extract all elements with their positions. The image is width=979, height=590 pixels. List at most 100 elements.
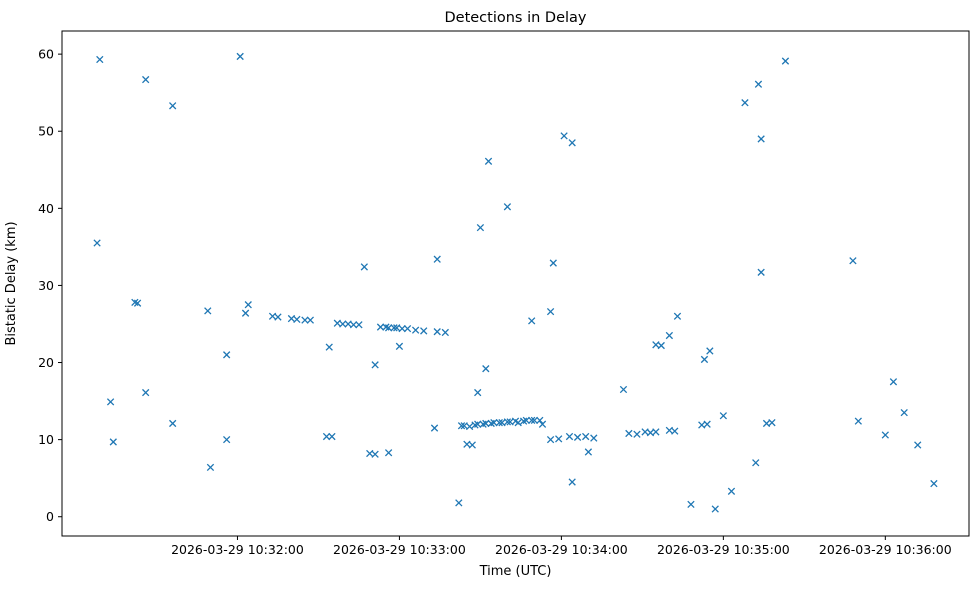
data-point-marker bbox=[301, 316, 309, 324]
data-point-marker bbox=[328, 432, 336, 441]
data-point-marker bbox=[306, 316, 315, 324]
data-point-marker bbox=[495, 419, 503, 427]
x-tick-label: 2026-03-29 10:35:00 bbox=[657, 542, 790, 557]
data-point-marker bbox=[719, 412, 728, 420]
data-point-marker bbox=[657, 341, 665, 350]
y-tick-label: 30 bbox=[38, 278, 54, 293]
data-point-marker bbox=[169, 102, 177, 110]
data-point-marker bbox=[433, 328, 441, 336]
data-point-marker bbox=[503, 418, 512, 426]
data-point-marker bbox=[528, 416, 536, 425]
data-point-marker bbox=[325, 343, 333, 351]
data-point-marker bbox=[503, 203, 512, 211]
data-point-marker bbox=[522, 416, 530, 425]
data-point-marker bbox=[768, 419, 776, 427]
data-point-marker bbox=[482, 419, 490, 428]
data-point-marker bbox=[849, 257, 857, 265]
x-tick-label: 2026-03-29 10:34:00 bbox=[495, 542, 628, 557]
data-point-marker bbox=[142, 75, 150, 84]
data-point-marker bbox=[206, 463, 215, 472]
data-point-marker bbox=[914, 441, 922, 449]
y-tick-label: 50 bbox=[38, 124, 54, 139]
x-tick-label: 2026-03-29 10:32:00 bbox=[171, 542, 304, 557]
data-point-marker bbox=[536, 416, 544, 425]
y-axis-label: Bistatic Delay (km) bbox=[4, 221, 19, 345]
data-point-marker bbox=[441, 328, 449, 337]
data-point-marker bbox=[754, 80, 763, 88]
data-point-marker bbox=[465, 422, 474, 431]
x-axis-label: Time (UTC) bbox=[479, 564, 552, 579]
data-point-marker bbox=[555, 435, 563, 443]
data-point-marker bbox=[900, 408, 908, 417]
x-tick-label: 2026-03-29 10:36:00 bbox=[819, 542, 952, 557]
data-point-marker bbox=[96, 55, 104, 64]
data-point-marker bbox=[546, 435, 555, 444]
y-tick-label: 10 bbox=[38, 432, 54, 447]
data-point-marker bbox=[430, 424, 439, 432]
data-point-marker bbox=[665, 331, 674, 340]
data-point-marker bbox=[411, 326, 420, 334]
axes-spines bbox=[61, 30, 970, 537]
data-point-marker bbox=[223, 435, 231, 444]
data-point-marker bbox=[371, 361, 379, 369]
data-point-marker bbox=[133, 299, 142, 307]
data-point-marker bbox=[142, 388, 150, 397]
data-point-marker bbox=[633, 430, 641, 438]
data-point-marker bbox=[293, 315, 301, 324]
data-point-marker bbox=[711, 505, 719, 513]
data-point-marker bbox=[781, 57, 790, 65]
data-point-marker bbox=[109, 438, 117, 446]
data-point-marker bbox=[706, 347, 714, 355]
axes-background bbox=[62, 31, 969, 536]
data-point-marker bbox=[568, 139, 576, 147]
data-point-marker bbox=[468, 441, 476, 449]
data-point-marker bbox=[930, 479, 938, 488]
data-point-marker bbox=[223, 351, 231, 359]
data-point-marker bbox=[652, 428, 660, 436]
data-point-marker bbox=[476, 223, 485, 232]
data-point-marker bbox=[360, 263, 368, 271]
data-point-marker bbox=[241, 309, 250, 317]
data-point-marker bbox=[395, 342, 404, 350]
data-point-marker bbox=[671, 427, 679, 435]
data-point-marker bbox=[236, 52, 244, 61]
data-point-marker bbox=[339, 320, 347, 328]
data-point-marker bbox=[573, 433, 582, 441]
data-point-marker bbox=[457, 422, 466, 430]
data-point-marker bbox=[854, 417, 862, 425]
data-point-marker bbox=[673, 312, 682, 320]
data-point-marker bbox=[700, 355, 709, 364]
data-point-marker bbox=[549, 259, 557, 267]
data-point-marker bbox=[484, 157, 493, 165]
data-point-marker bbox=[482, 365, 490, 373]
data-point-marker bbox=[703, 420, 711, 428]
data-point-marker bbox=[752, 459, 760, 467]
data-points-group bbox=[93, 52, 938, 513]
data-point-marker bbox=[244, 301, 252, 309]
data-point-marker bbox=[455, 499, 463, 507]
data-point-marker bbox=[727, 487, 736, 495]
data-point-marker bbox=[398, 324, 406, 333]
y-axis-ticks: 0 10 20 30 40 50 60 bbox=[38, 47, 62, 524]
data-point-marker bbox=[93, 239, 101, 247]
data-point-marker bbox=[514, 419, 522, 427]
x-tick-label: 2026-03-29 10:33:00 bbox=[333, 542, 466, 557]
data-point-marker bbox=[204, 307, 212, 315]
data-point-marker bbox=[584, 448, 593, 456]
data-point-marker bbox=[433, 255, 441, 263]
data-point-marker bbox=[757, 268, 765, 276]
data-point-marker bbox=[687, 500, 695, 509]
data-point-marker bbox=[106, 398, 115, 406]
y-tick-label: 0 bbox=[46, 509, 54, 524]
data-point-marker bbox=[169, 419, 177, 428]
data-point-marker bbox=[390, 324, 398, 332]
data-point-marker bbox=[474, 420, 482, 428]
data-point-marker bbox=[546, 307, 555, 316]
data-point-marker bbox=[560, 132, 568, 140]
data-point-marker bbox=[881, 431, 889, 439]
data-point-marker bbox=[565, 432, 574, 441]
chart-title: Detections in Delay bbox=[444, 10, 586, 26]
data-point-marker bbox=[538, 420, 547, 428]
